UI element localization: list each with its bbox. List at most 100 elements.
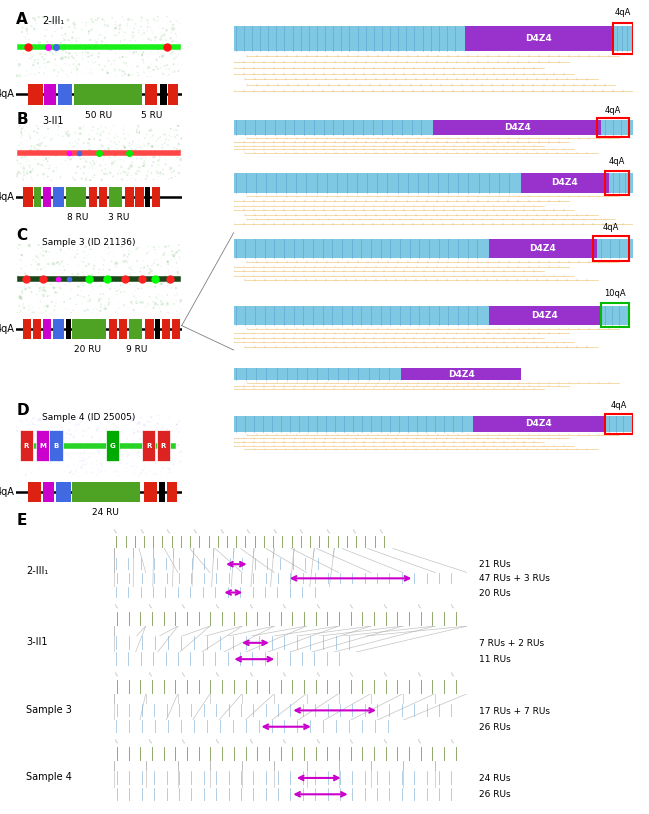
Point — [15, 304, 25, 317]
Point — [114, 28, 124, 41]
Point — [31, 172, 41, 185]
Point — [130, 284, 141, 297]
Point — [74, 239, 84, 252]
Point — [171, 27, 181, 40]
Point — [71, 68, 82, 81]
Point — [29, 49, 39, 62]
Point — [175, 410, 185, 423]
Point — [130, 173, 141, 186]
Point — [93, 19, 104, 32]
Point — [134, 432, 145, 445]
Point — [151, 409, 161, 422]
Point — [138, 61, 148, 74]
Point — [165, 32, 176, 45]
Point — [104, 418, 115, 431]
Point — [173, 417, 184, 430]
Point — [114, 164, 125, 177]
Point — [15, 58, 25, 71]
Point — [87, 450, 97, 463]
Point — [144, 162, 154, 175]
Point — [119, 248, 130, 261]
Point — [130, 463, 140, 476]
Point — [173, 119, 184, 132]
Point — [177, 287, 187, 300]
Text: 3-II1: 3-II1 — [42, 116, 64, 126]
Point — [153, 15, 164, 28]
Point — [116, 23, 126, 36]
Point — [49, 20, 59, 33]
Point — [76, 255, 86, 268]
Point — [38, 268, 49, 281]
Point — [125, 278, 135, 291]
Point — [85, 156, 95, 169]
Point — [147, 63, 158, 77]
Point — [49, 150, 60, 163]
Point — [156, 445, 166, 458]
Point — [70, 37, 80, 50]
Point — [127, 297, 137, 310]
Point — [136, 426, 147, 439]
Point — [51, 59, 61, 72]
Point — [96, 457, 106, 470]
Point — [85, 457, 95, 470]
Point — [172, 245, 182, 258]
Point — [71, 460, 82, 473]
Point — [119, 33, 130, 46]
Point — [123, 128, 133, 141]
Point — [80, 42, 90, 55]
Bar — [613, 27, 633, 51]
Point — [146, 260, 156, 273]
Point — [45, 245, 55, 258]
Point — [118, 18, 129, 31]
Point — [88, 120, 98, 133]
Point — [77, 52, 88, 65]
Point — [108, 441, 119, 454]
Point — [92, 469, 102, 482]
Point — [107, 142, 117, 155]
Point — [163, 256, 173, 269]
Point — [40, 283, 50, 296]
Point — [151, 31, 161, 44]
Point — [99, 20, 110, 33]
Point — [167, 421, 178, 434]
Point — [111, 260, 121, 274]
Text: 8 RU: 8 RU — [67, 213, 88, 222]
Point — [77, 172, 87, 185]
Point — [102, 281, 112, 294]
Bar — [56, 482, 71, 502]
Point — [78, 414, 88, 427]
Point — [130, 17, 140, 30]
Point — [86, 274, 97, 287]
Point — [121, 27, 131, 40]
Point — [77, 291, 88, 304]
Point — [126, 246, 136, 259]
Point — [33, 427, 43, 440]
Point — [107, 291, 117, 304]
Point — [95, 151, 105, 164]
Point — [16, 136, 26, 149]
Point — [155, 272, 165, 285]
Point — [137, 48, 147, 61]
Point — [112, 128, 122, 141]
Point — [85, 33, 95, 46]
Point — [144, 457, 154, 470]
Point — [34, 282, 45, 295]
Point — [27, 50, 38, 63]
Point — [153, 42, 164, 55]
Point — [157, 290, 167, 303]
Point — [133, 282, 143, 295]
Point — [157, 421, 167, 434]
Point — [176, 138, 186, 151]
Point — [20, 259, 31, 272]
Point — [12, 169, 22, 182]
Text: /: / — [450, 604, 456, 609]
Point — [69, 458, 79, 471]
Point — [171, 418, 182, 431]
Point — [66, 153, 76, 166]
Point — [44, 61, 55, 74]
Point — [25, 129, 35, 142]
Point — [164, 462, 175, 475]
Point — [139, 147, 149, 160]
Point — [31, 279, 42, 292]
Point — [149, 442, 160, 455]
